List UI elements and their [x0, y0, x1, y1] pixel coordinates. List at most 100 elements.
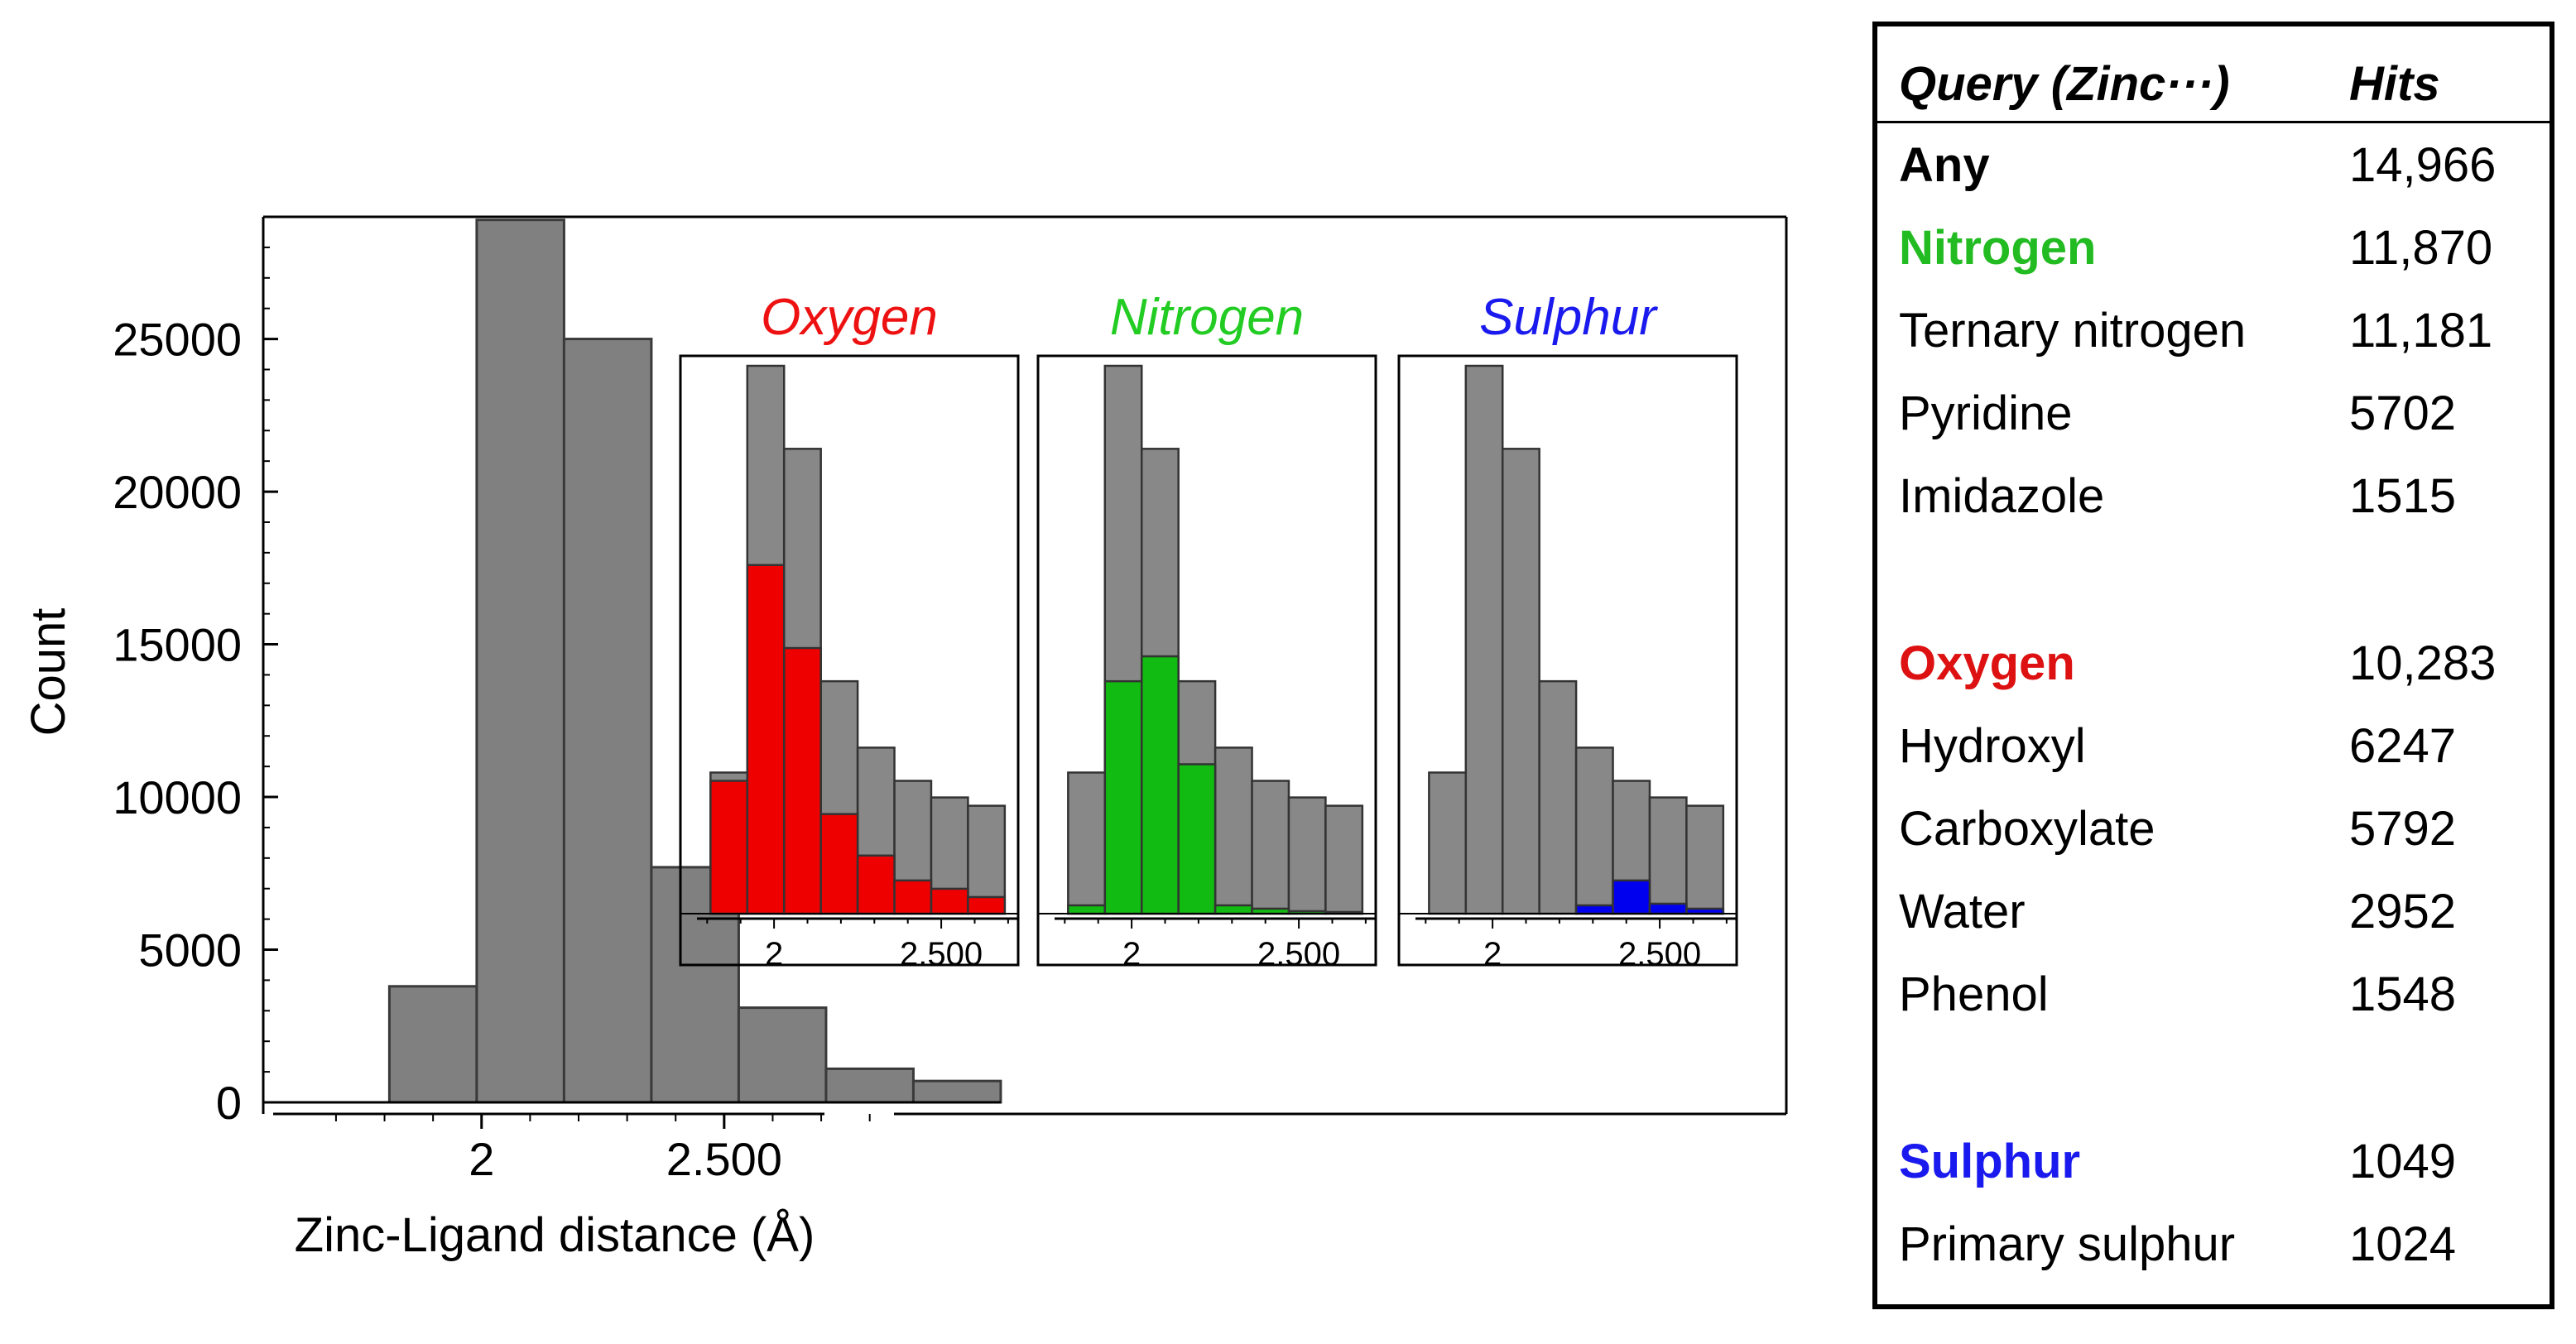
inset-bar-element	[1648, 902, 1688, 915]
inset-bar-total	[1214, 746, 1253, 915]
inset-bar-element	[1574, 904, 1614, 915]
main-histogram: 0 5000 10000 15000 20000 25000 2 2.500 Zinc-Liga…	[22, 217, 1002, 1262]
main-bar	[562, 338, 653, 1104]
inset-x-tick-label: 2	[765, 936, 783, 972]
main-bar	[911, 1079, 1002, 1104]
inset-x-tick-label: 2	[1483, 936, 1502, 972]
table-header-query: Query (Zinc···)	[1899, 57, 2230, 111]
row-query: Any	[1899, 138, 1990, 192]
row-query: Pyridine	[1899, 386, 2073, 440]
row-query: Phenol	[1899, 967, 2049, 1021]
main-y-tick-label: 10000	[113, 771, 242, 823]
main-y-tick-label: 25000	[113, 314, 242, 366]
chart-area: 0 5000 10000 15000 20000 25000 2 2.500 Zinc-Liga…	[22, 215, 1788, 1262]
inset-x-tick-label: 2.500	[900, 936, 983, 972]
row-hits: 5792	[2349, 802, 2457, 856]
inset-bar-total	[1501, 448, 1540, 915]
table-row: Hydroxyl 6247	[1877, 718, 2550, 801]
inset-bar-element	[856, 854, 896, 915]
row-query: Hydroxyl	[1899, 719, 2086, 773]
inset-bar-element	[782, 646, 822, 915]
row-query: Imidazole	[1899, 469, 2105, 523]
inset-title: Nitrogen	[1110, 289, 1304, 346]
main-x-tick-label: 2	[469, 1133, 494, 1185]
inset-bar-element	[1067, 904, 1107, 915]
inset-bar-element	[967, 895, 1007, 915]
main-y-tick-label: 0	[216, 1077, 242, 1129]
inset-oxygen-histogram: Oxygen 2 2.500	[679, 289, 1020, 972]
inset-title: Sulphur	[1479, 289, 1658, 346]
inset-frame	[1397, 354, 1738, 967]
table-row: Imidazole 1515	[1877, 468, 2550, 551]
row-hits: 1024	[2349, 1217, 2457, 1271]
main-y-tick-label: 15000	[113, 619, 242, 671]
main-y-axis-label: Count	[22, 608, 75, 737]
table-row: Primary sulphur 1024	[1877, 1217, 2550, 1299]
row-hits: 5702	[2349, 386, 2457, 440]
table-header-divider	[1877, 121, 2550, 123]
inset-title: Oxygen	[761, 289, 938, 346]
main-x-axis-label: Zinc-Ligand distance (Å)	[295, 1208, 815, 1262]
inset-bar-element	[930, 887, 969, 915]
inset-bar-total	[1067, 771, 1107, 915]
main-y-tick-label: 5000	[138, 924, 242, 977]
main-y-tick-label: 20000	[113, 466, 242, 518]
row-hits: 10,283	[2349, 636, 2497, 690]
table-header-row: Query (Zinc···) Hits	[1877, 56, 2550, 139]
table-row: Nitrogen 11,870	[1877, 220, 2550, 303]
table-row: Carboxylate 5792	[1877, 801, 2550, 884]
table-row: Ternary nitrogen 11,181	[1877, 303, 2550, 386]
row-hits: 1548	[2349, 967, 2457, 1021]
inset-bar-total	[1428, 771, 1468, 915]
main-bar	[737, 1006, 828, 1104]
inset-bar-element	[746, 564, 786, 915]
row-hits: 2952	[2349, 885, 2457, 938]
row-query: Nitrogen	[1899, 221, 2097, 275]
row-hits: 11,181	[2349, 304, 2493, 358]
table-row: Phenol 1548	[1877, 967, 2550, 1049]
table-row: Pyridine 5702	[1877, 386, 2550, 468]
inset-bar-element	[893, 879, 933, 915]
table-row: Any 14,966	[1877, 137, 2550, 220]
row-query: Carboxylate	[1899, 802, 2155, 856]
inset-bar-total	[1287, 796, 1327, 915]
row-query: Sulphur	[1899, 1135, 2081, 1188]
inset-bar-element	[1103, 679, 1143, 915]
inset-bar-element	[709, 780, 749, 915]
row-query: Primary sulphur	[1899, 1217, 2236, 1271]
table-row: Oxygen 10,283	[1877, 636, 2550, 718]
inset-bar-total	[1464, 364, 1504, 915]
row-query: Oxygen	[1899, 636, 2075, 690]
main-bar	[475, 218, 565, 1104]
inset-frame	[679, 354, 1020, 967]
row-hits: 1515	[2349, 469, 2457, 523]
row-hits: 6247	[2349, 719, 2457, 773]
inset-bar-element	[1177, 763, 1217, 915]
inset-sulphur-histogram: Sulphur 2 2.500	[1397, 289, 1738, 972]
table-row: Sulphur 1049	[1877, 1134, 2550, 1217]
main-x-tick-label: 2.500	[666, 1133, 782, 1185]
inset-bar-total	[1574, 746, 1614, 915]
row-query: Ternary nitrogen	[1899, 304, 2247, 358]
row-query: Water	[1899, 885, 2026, 938]
inset-bar-total	[1324, 804, 1364, 915]
main-bar	[387, 985, 478, 1104]
query-hits-table: Query (Zinc···) Hits Any 14,966 Nitrogen 11…	[1872, 22, 2554, 1309]
table-row: Water 2952	[1877, 884, 2550, 967]
inset-x-tick-label: 2	[1122, 936, 1141, 972]
row-hits: 11,870	[2349, 221, 2493, 275]
inset-bar-element	[1140, 655, 1180, 915]
row-hits: 14,966	[2349, 138, 2497, 192]
inset-nitrogen-histogram: Nitrogen 2 2.500	[1036, 289, 1377, 972]
inset-bar-total	[1538, 679, 1578, 915]
table-header-hits: Hits	[2349, 57, 2440, 111]
inset-bar-element	[1214, 904, 1253, 915]
inset-frame	[1036, 354, 1377, 967]
inset-x-tick-label: 2.500	[1257, 936, 1340, 972]
inset-bar-element	[1612, 879, 1651, 915]
inset-bar-total	[1251, 780, 1290, 915]
inset-bar-element	[819, 813, 859, 915]
inset-bar-total	[1685, 804, 1725, 915]
row-hits: 1049	[2349, 1135, 2457, 1188]
main-bar	[824, 1067, 915, 1104]
